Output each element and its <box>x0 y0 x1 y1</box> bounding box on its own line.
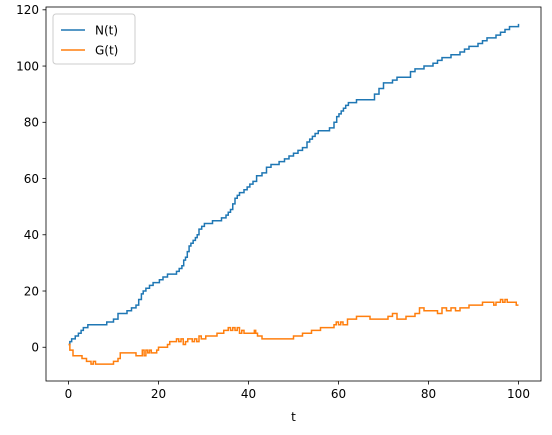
legend-label: G(t) <box>95 43 118 57</box>
series-line-n <box>68 23 520 346</box>
series-layer <box>68 23 520 365</box>
x-tick-label: 20 <box>151 387 166 401</box>
x-axis: 0 20 40 60 80 100 <box>65 381 530 401</box>
legend-label: N(t) <box>95 23 118 37</box>
y-tick-label: 100 <box>16 59 39 73</box>
y-tick-label: 60 <box>24 172 39 186</box>
x-tick-label: 80 <box>421 387 436 401</box>
y-axis: 0 20 40 60 80 100 120 <box>16 3 46 355</box>
y-tick-label: 40 <box>24 228 39 242</box>
x-tick-label: 60 <box>331 387 346 401</box>
x-axis-title: t <box>291 410 296 424</box>
x-tick-label: 40 <box>241 387 256 401</box>
x-tick-label: 100 <box>507 387 530 401</box>
series-line-g <box>68 298 519 365</box>
plot-frame <box>45 6 542 382</box>
legend: N(t) G(t) <box>52 13 136 65</box>
x-tick-label: 0 <box>65 387 73 401</box>
y-tick-label: 120 <box>16 3 39 17</box>
y-tick-label: 0 <box>31 341 39 355</box>
y-tick-label: 80 <box>24 116 39 130</box>
legend-box <box>52 13 136 65</box>
y-tick-label: 20 <box>24 284 39 298</box>
